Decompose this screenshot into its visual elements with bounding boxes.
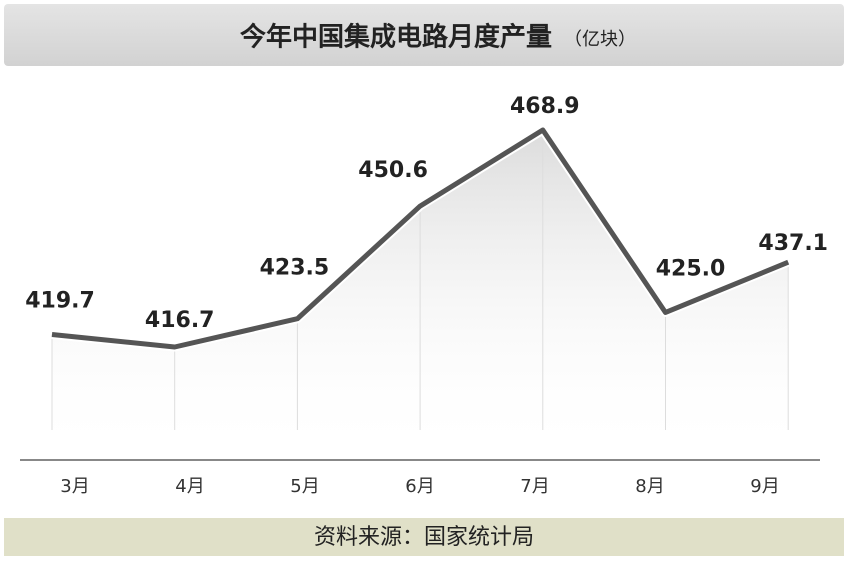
x-tick-label: 4月 bbox=[175, 476, 204, 497]
x-tick-label: 7月 bbox=[520, 476, 549, 497]
x-tick-label: 5月 bbox=[290, 476, 319, 497]
unit-label: （亿块） bbox=[564, 29, 636, 50]
data-label: 425.0 bbox=[656, 256, 726, 281]
chart-title: 今年中国集成电路月度产量 bbox=[240, 22, 552, 53]
line bbox=[51, 127, 790, 350]
footer-bar bbox=[4, 518, 844, 556]
source: 资料来源：国家统计局 bbox=[314, 525, 534, 550]
data-label: 468.9 bbox=[510, 94, 580, 119]
x-tick-label: 6月 bbox=[405, 476, 434, 497]
data-label: 423.5 bbox=[260, 256, 330, 281]
x-tick-label: 3月 bbox=[60, 476, 89, 497]
plot: 419.7 416.7 423.5 450.6 468.9 425.0 437.1 3月 4月 5… bbox=[24, 93, 830, 498]
x-tick-label: 9月 bbox=[750, 476, 779, 497]
data-label: 437.1 bbox=[758, 231, 828, 256]
data-label: 419.7 bbox=[25, 289, 95, 314]
x-tick-label: 8月 bbox=[635, 476, 664, 497]
data-label: 416.7 bbox=[145, 308, 215, 333]
data-label: 450.6 bbox=[358, 158, 428, 183]
title-bar bbox=[4, 4, 844, 66]
